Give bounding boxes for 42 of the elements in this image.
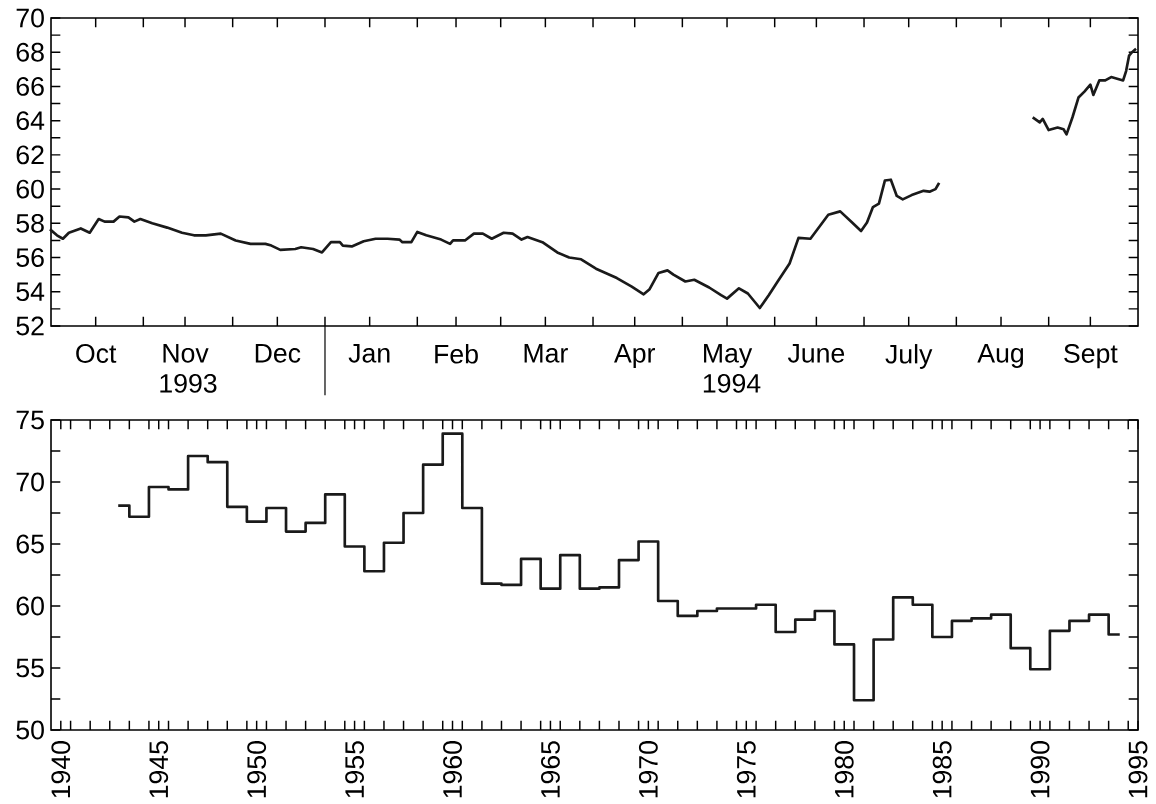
- y-tick-label: 65: [16, 534, 44, 554]
- x-tick-label: 1990: [1030, 741, 1050, 798]
- x-tick-label: 1950: [247, 741, 267, 798]
- x-tick-label: 1995: [1128, 741, 1148, 798]
- y-tick-label: 56: [16, 248, 44, 267]
- x-tick-label: Apr: [614, 344, 656, 368]
- x-tick-label: Nov: [163, 344, 209, 363]
- x-tick-label: June: [787, 344, 845, 363]
- y-tick-label: 60: [16, 596, 44, 616]
- x-tick-label: 1940: [51, 741, 71, 798]
- text: 1994: [703, 373, 761, 393]
- x-tick-label: Dec: [255, 344, 301, 363]
- y-tick-label: 70: [16, 472, 44, 492]
- x-tick-label: 1960: [443, 741, 462, 798]
- y-tick-label: 58: [16, 213, 44, 233]
- x-tick-label: 1980: [834, 741, 854, 798]
- y-tick-label: 70: [16, 8, 44, 28]
- x-tick-label: 1985: [932, 741, 952, 798]
- x-tick-label: Jan: [348, 344, 390, 363]
- x-tick-label: 1970: [638, 741, 658, 798]
- y-tick-label: 55: [16, 658, 44, 678]
- x-tick-label: 1975: [736, 741, 756, 798]
- x-tick-label: Oct: [76, 344, 117, 363]
- y-tick-label: 75: [16, 410, 44, 430]
- y-tick-label: 66: [16, 77, 44, 96]
- y-tick-label: 52: [16, 316, 44, 336]
- y-tick-label: 64: [16, 111, 45, 131]
- y-tick-label: 54: [16, 282, 45, 302]
- x-tick-label: Aug: [977, 344, 1024, 368]
- y-tick-label: 68: [16, 42, 44, 62]
- text: 1993: [160, 373, 217, 393]
- x-tick-label: May: [704, 344, 753, 368]
- x-tick-label: Mar: [524, 344, 568, 363]
- y-tick-label: 50: [16, 720, 44, 740]
- x-tick-label: 1965: [541, 741, 560, 798]
- x-tick-label: Sept: [1064, 344, 1118, 369]
- x-tick-label: 1955: [345, 741, 365, 798]
- x-tick-label: Feb: [435, 344, 478, 364]
- x-tick-label: 1945: [149, 741, 169, 798]
- y-tick-label: 62: [16, 145, 44, 165]
- x-tick-label: July: [885, 344, 933, 369]
- y-tick-label: 60: [16, 179, 44, 199]
